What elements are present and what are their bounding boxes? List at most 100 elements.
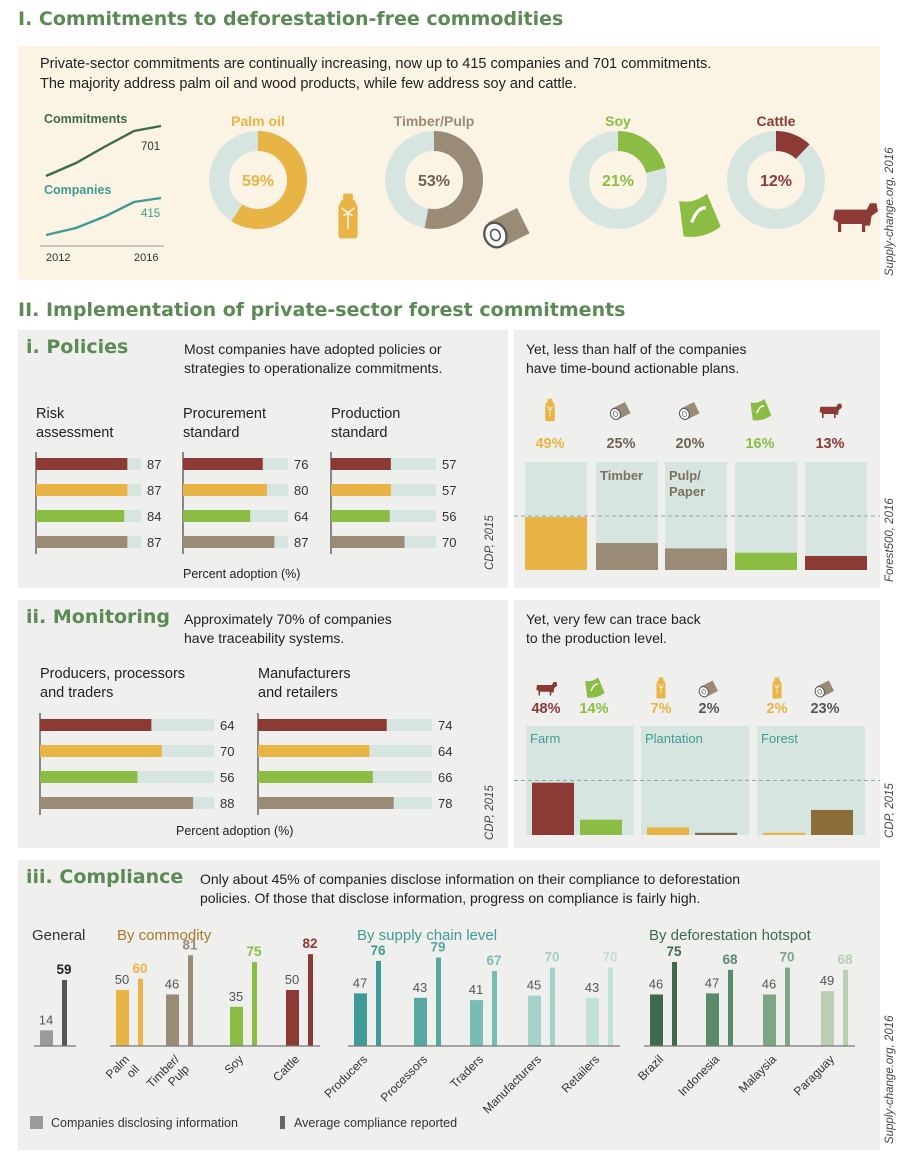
disclose-bar: [286, 990, 299, 1046]
bar: [36, 458, 128, 470]
donut-palm-oil: Palm oil 59%: [209, 113, 307, 229]
compliance-value: 79: [430, 940, 445, 955]
bar-value: 88: [220, 796, 234, 811]
group-label-line2: and retailers: [258, 685, 338, 701]
bar: [40, 797, 194, 809]
monitoring-bar-chart: Producers, processors and traders 64 70 56 88…: [39, 666, 452, 815]
disclose-bar: [166, 994, 179, 1046]
donut-title: Cattle: [757, 113, 796, 129]
trace-group-farm: Farm 48% 14%: [526, 677, 634, 835]
disclose-bar: [528, 995, 541, 1046]
bar: [258, 719, 387, 731]
palm-oil-bottle-icon: [338, 193, 358, 239]
compliance-value: 68: [722, 952, 738, 967]
bar-value: 87: [147, 457, 161, 472]
commitments-intro-line2: The majority address palm oil and wood p…: [40, 76, 577, 92]
policies-group-production-standard: Production standard 57 57 56 70: [330, 406, 456, 554]
line-chart-end-year: 2016: [134, 252, 158, 264]
bar: [258, 745, 370, 757]
palm-oil-bottle-icon: [772, 677, 782, 699]
trace-value: 14%: [579, 701, 608, 717]
group-label-line2: standard: [331, 425, 387, 441]
cow-icon: [833, 203, 878, 232]
compliance-panel: iii. Compliance Only about 45% of compan…: [18, 860, 880, 1150]
compliance-value: 75: [246, 944, 262, 959]
disclose-value: 43: [413, 980, 427, 995]
palm-oil-bottle-icon: [545, 398, 555, 422]
category-label: Producers: [322, 1052, 371, 1101]
bar-value: 80: [294, 483, 308, 498]
bar-value: 84: [147, 509, 161, 524]
commitments-end-value: 701: [141, 141, 160, 153]
policies-title: i. Policies: [26, 336, 129, 358]
disclose-bar: [414, 997, 427, 1046]
group-label-line1: Risk: [36, 406, 65, 422]
category-label-part: Paraguay: [791, 1052, 837, 1098]
disclose-value: 43: [585, 980, 599, 995]
plan-value: 25%: [606, 436, 635, 452]
compliance-value: 59: [56, 962, 71, 977]
policies-panel: i. Policies Most companies have adopted …: [18, 330, 508, 588]
legend-swatch-disclose: [30, 1116, 43, 1129]
disclose-value: 47: [705, 975, 719, 990]
compliance-value: 76: [370, 943, 386, 958]
policies-xlabel: Percent adoption (%): [183, 567, 301, 581]
bar: [40, 719, 152, 731]
category-label-part: Retailers: [559, 1052, 602, 1095]
compliance-group-title: By commodity: [117, 927, 212, 944]
plan-bar: [665, 548, 727, 570]
donut-value: 59%: [242, 173, 274, 190]
category-label: Indonesia: [675, 1052, 722, 1099]
plan-column-label: Pulp/: [669, 468, 701, 483]
companies-series-label: Companies: [44, 183, 111, 197]
compliance-value: 67: [486, 953, 501, 968]
trace-value: 2%: [767, 701, 788, 717]
bar: [36, 536, 128, 548]
group-label-line1: Producers, processors: [40, 666, 185, 682]
compliance-title: iii. Compliance: [26, 866, 184, 888]
compliance-bar: [608, 967, 613, 1046]
trace-group-forest: Forest 2% 23%: [757, 677, 865, 835]
category-label: Cattle: [270, 1052, 302, 1084]
trace-value: 48%: [531, 701, 560, 717]
compliance-group-general: General 14 59: [32, 927, 85, 1047]
donut-soy: Soy 21%: [569, 113, 667, 229]
bar-value: 76: [294, 457, 308, 472]
disclose-value: 47: [353, 975, 367, 990]
group-label-line1: Procurement: [183, 406, 266, 422]
bar: [36, 484, 128, 496]
commitments-series-label: Commitments: [44, 112, 127, 126]
category-label: Soy: [222, 1052, 247, 1077]
log-icon: [698, 680, 718, 698]
disclose-bar: [821, 991, 834, 1046]
donut-title: Timber/Pulp: [394, 113, 475, 129]
palm-oil-bottle-icon: [656, 677, 666, 699]
donut-cattle: Cattle 12%: [727, 113, 825, 229]
disclose-value: 46: [762, 976, 776, 991]
disclose-bar: [763, 994, 776, 1046]
compliance-intro-line1: Only about 45% of companies disclose inf…: [200, 871, 741, 887]
action-plans-intro-line2: have time-bound actionable plans.: [526, 360, 740, 376]
donut-slice: [385, 131, 483, 229]
monitoring-intro-line1: Approximately 70% of companies: [184, 611, 392, 627]
trace-bar: [763, 832, 805, 835]
trace-value: 23%: [810, 701, 839, 717]
bar-value: 64: [294, 509, 308, 524]
bar-value: 57: [442, 457, 456, 472]
plan-column: 20% Pulp/Paper: [665, 402, 727, 570]
disclose-bar: [706, 993, 719, 1046]
commitments-line-chart: Commitments 701 Companies 415 2012 2016: [40, 112, 164, 264]
trace-value: 7%: [651, 701, 672, 717]
disclose-value: 46: [165, 976, 179, 991]
bar-value: 64: [438, 744, 452, 759]
plan-column-label: Timber: [600, 468, 643, 483]
category-label-part: Cattle: [270, 1052, 302, 1084]
compliance-bar: [138, 978, 143, 1046]
group-label-line2: assessment: [36, 425, 113, 441]
action-plans-chart: 49% 25% Timber 20% Pulp/Paper 16% 13%: [514, 398, 880, 570]
bar-value: 74: [438, 718, 452, 733]
category-label-part: Malaysia: [736, 1052, 780, 1096]
compliance-bar: [376, 960, 381, 1046]
compliance-bar: [550, 967, 555, 1046]
disclose-value: 50: [115, 972, 129, 987]
